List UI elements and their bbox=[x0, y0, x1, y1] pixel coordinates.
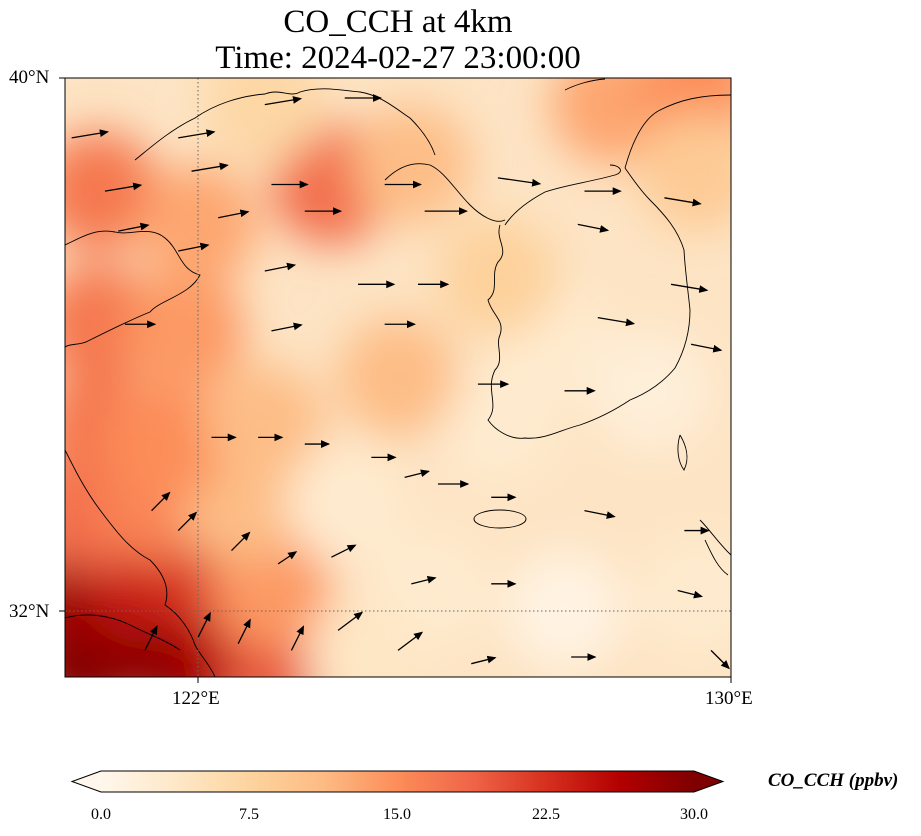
wind-vector-42 bbox=[411, 575, 437, 585]
liaodong-peninsula bbox=[384, 163, 506, 222]
wind-vector-50 bbox=[397, 631, 424, 651]
field-sample-24 bbox=[637, 111, 731, 232]
wind-vector-39 bbox=[231, 531, 251, 552]
wind-vector-49 bbox=[337, 611, 364, 631]
field-sample-16 bbox=[124, 270, 245, 391]
korea-border bbox=[504, 164, 621, 226]
colorbar-extend-max bbox=[694, 771, 723, 792]
field-sample-28 bbox=[338, 317, 458, 438]
wind-vector-38 bbox=[177, 511, 198, 532]
field-sample-29 bbox=[284, 443, 405, 564]
field-sample-32 bbox=[637, 537, 731, 658]
wind-vector-51 bbox=[471, 655, 497, 665]
colorbar-tick-4: 30.0 bbox=[680, 806, 708, 823]
colorbar-gradient bbox=[101, 771, 694, 792]
tsushima-island bbox=[677, 434, 688, 471]
field-sample-26 bbox=[591, 330, 712, 451]
lon-label-130e: 130°E bbox=[705, 688, 753, 709]
wind-vector-41 bbox=[331, 544, 357, 558]
wind-vector-46 bbox=[197, 611, 211, 638]
colorbar-label: CO_CCH (ppbv) bbox=[768, 770, 899, 791]
jeju-island bbox=[473, 509, 527, 529]
kyushu-coast bbox=[699, 519, 731, 576]
field-sample-27 bbox=[437, 364, 558, 485]
field-sample-14 bbox=[204, 364, 325, 485]
wind-vector-54 bbox=[105, 685, 135, 697]
wind-vector-59 bbox=[664, 690, 682, 696]
field-sample-17 bbox=[65, 131, 159, 252]
wind-vector-16 bbox=[178, 242, 210, 252]
map-title-line1: CO_CCH at 4km bbox=[283, 4, 513, 40]
liaodong-coast bbox=[134, 88, 436, 161]
wind-vector-45 bbox=[144, 625, 158, 651]
field-sample-33 bbox=[304, 597, 425, 677]
colorbar-tick-3: 22.5 bbox=[532, 806, 560, 823]
wind-vector-32 bbox=[404, 469, 430, 478]
wind-vector-37 bbox=[151, 491, 171, 512]
wind-vector-35 bbox=[584, 509, 616, 519]
field-sample-13 bbox=[104, 384, 225, 505]
wind-vector-15 bbox=[577, 223, 610, 233]
wind-vector-22 bbox=[271, 322, 303, 332]
wind-vector-48 bbox=[290, 625, 305, 651]
wind-vector-55 bbox=[152, 718, 182, 730]
colorbar-tick-2: 15.0 bbox=[383, 806, 411, 823]
wind-vector-57 bbox=[365, 718, 383, 730]
field-sample-34 bbox=[437, 217, 558, 338]
wind-vector-20 bbox=[670, 283, 709, 293]
wind-vector-44 bbox=[677, 589, 703, 599]
map-frame bbox=[64, 77, 732, 678]
shandong-coast bbox=[65, 230, 201, 348]
wind-vector-2 bbox=[264, 96, 303, 106]
wind-vector-11 bbox=[118, 222, 150, 232]
wind-vector-8 bbox=[497, 177, 542, 187]
colorbar bbox=[70, 770, 725, 793]
korean-peninsula-coast bbox=[487, 167, 691, 439]
china-coast-south bbox=[65, 449, 216, 677]
wind-vector-56 bbox=[245, 699, 269, 717]
field-sample-18 bbox=[138, 164, 259, 285]
map-title-line2: Time: 2024-02-27 23:00:00 bbox=[215, 40, 581, 76]
wind-vector-24 bbox=[597, 316, 636, 327]
lat-label-32n: 32°N bbox=[9, 601, 50, 622]
lon-label-122e: 122°E bbox=[172, 688, 220, 709]
wind-vector-5 bbox=[191, 162, 229, 172]
wind-vector-17 bbox=[264, 262, 297, 272]
co-field-shading bbox=[65, 78, 731, 677]
wind-vector-12 bbox=[218, 209, 250, 219]
wind-vector-25 bbox=[690, 343, 723, 353]
wind-vector-47 bbox=[237, 618, 251, 645]
colorbar-tick-1: 7.5 bbox=[239, 806, 259, 823]
wind-vector-40 bbox=[277, 551, 298, 565]
wind-vector-1 bbox=[178, 129, 216, 139]
wind-vector-53 bbox=[710, 649, 730, 670]
coastlines bbox=[65, 78, 731, 677]
field-sample-31 bbox=[504, 550, 625, 671]
lat-label-40n: 40°N bbox=[9, 67, 50, 88]
colorbar-outline bbox=[70, 770, 725, 793]
wind-vector-4 bbox=[104, 182, 143, 192]
colorbar-extend-min bbox=[72, 771, 101, 792]
wind-vector-10 bbox=[664, 197, 702, 207]
wind-vector-0 bbox=[71, 129, 109, 139]
yangtze-estuary bbox=[65, 614, 181, 651]
northern-coast bbox=[564, 78, 731, 169]
colorbar-tick-0: 0.0 bbox=[91, 806, 111, 823]
wind-vectors bbox=[71, 94, 730, 730]
